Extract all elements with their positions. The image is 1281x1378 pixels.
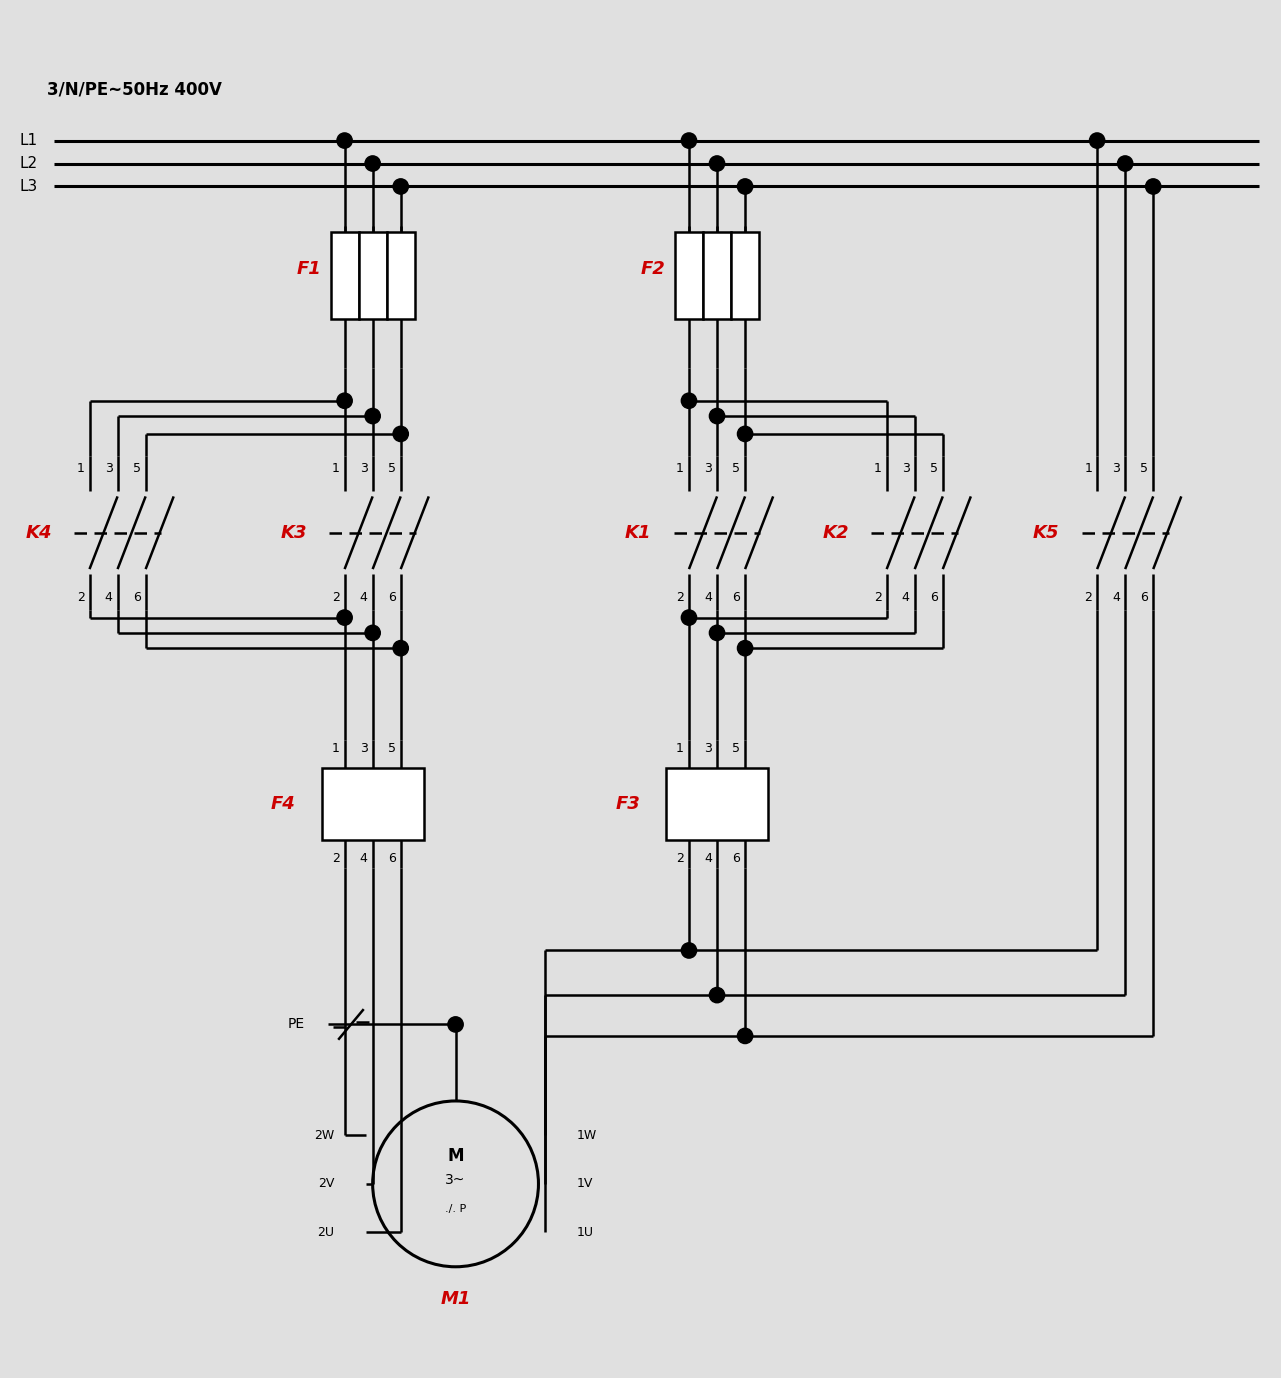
- Bar: [387, 233, 415, 320]
- Text: 5: 5: [930, 462, 938, 475]
- Circle shape: [1145, 179, 1161, 194]
- Text: 3: 3: [105, 462, 113, 475]
- Bar: [359, 233, 387, 320]
- Text: 5: 5: [133, 462, 141, 475]
- Text: 4: 4: [360, 852, 368, 865]
- Text: 5: 5: [388, 743, 396, 755]
- Text: L2: L2: [19, 156, 37, 171]
- Text: 1W: 1W: [576, 1129, 597, 1142]
- Circle shape: [681, 393, 697, 408]
- Circle shape: [681, 132, 697, 149]
- Text: F3: F3: [615, 795, 640, 813]
- Text: 2: 2: [332, 591, 339, 604]
- Text: 2: 2: [676, 852, 684, 865]
- Circle shape: [738, 641, 753, 656]
- Text: 3~: 3~: [446, 1173, 466, 1186]
- Circle shape: [1117, 156, 1132, 171]
- Text: 6: 6: [733, 852, 740, 865]
- Circle shape: [448, 1017, 464, 1032]
- Text: 4: 4: [105, 591, 113, 604]
- Text: 6: 6: [733, 591, 740, 604]
- Text: 4: 4: [360, 591, 368, 604]
- Circle shape: [710, 408, 725, 423]
- Text: 3: 3: [360, 743, 368, 755]
- Text: 2: 2: [77, 591, 85, 604]
- Circle shape: [393, 426, 409, 441]
- Circle shape: [365, 408, 380, 423]
- Text: M1: M1: [441, 1290, 470, 1308]
- Text: 1: 1: [676, 462, 684, 475]
- Circle shape: [365, 626, 380, 641]
- Text: K5: K5: [1032, 524, 1059, 542]
- Bar: [731, 233, 760, 320]
- Text: PE: PE: [288, 1017, 305, 1032]
- Circle shape: [710, 626, 725, 641]
- Text: 4: 4: [902, 591, 910, 604]
- Text: 5: 5: [733, 462, 740, 475]
- Circle shape: [393, 179, 409, 194]
- Text: 1: 1: [77, 462, 85, 475]
- Text: K2: K2: [822, 524, 849, 542]
- Text: 1: 1: [332, 462, 339, 475]
- Text: 3: 3: [902, 462, 910, 475]
- Circle shape: [738, 426, 753, 441]
- Text: 1: 1: [1084, 462, 1093, 475]
- Circle shape: [337, 610, 352, 626]
- Text: 2: 2: [1084, 591, 1093, 604]
- Text: 2V: 2V: [318, 1177, 334, 1191]
- Text: 1V: 1V: [576, 1177, 593, 1191]
- Bar: [675, 233, 703, 320]
- Circle shape: [681, 943, 697, 958]
- Circle shape: [337, 132, 352, 149]
- Text: 5: 5: [388, 462, 396, 475]
- Text: 6: 6: [133, 591, 141, 604]
- Text: 3: 3: [360, 462, 368, 475]
- Text: F2: F2: [640, 260, 666, 278]
- Text: 2: 2: [874, 591, 881, 604]
- Circle shape: [1089, 132, 1104, 149]
- Circle shape: [337, 393, 352, 408]
- Bar: [666, 768, 769, 839]
- Text: 1: 1: [874, 462, 881, 475]
- Text: 5: 5: [733, 743, 740, 755]
- Circle shape: [738, 1028, 753, 1043]
- Text: 2U: 2U: [318, 1226, 334, 1239]
- Text: 6: 6: [930, 591, 938, 604]
- Text: F1: F1: [296, 260, 322, 278]
- Text: 6: 6: [388, 852, 396, 865]
- Text: 3: 3: [705, 743, 712, 755]
- Bar: [703, 233, 731, 320]
- Circle shape: [738, 179, 753, 194]
- Text: ./. P: ./. P: [445, 1204, 466, 1214]
- Text: 6: 6: [388, 591, 396, 604]
- Circle shape: [710, 988, 725, 1003]
- Text: L3: L3: [19, 179, 37, 194]
- Text: K1: K1: [625, 524, 651, 542]
- Text: 3: 3: [1112, 462, 1120, 475]
- Text: L1: L1: [19, 134, 37, 147]
- Text: 3/N/PE~50Hz 400V: 3/N/PE~50Hz 400V: [47, 80, 223, 99]
- Text: 1U: 1U: [576, 1226, 593, 1239]
- Text: 5: 5: [1140, 462, 1148, 475]
- Circle shape: [681, 610, 697, 626]
- Text: 6: 6: [1140, 591, 1148, 604]
- Bar: [330, 233, 359, 320]
- Text: 2W: 2W: [314, 1129, 334, 1142]
- Text: 2: 2: [332, 852, 339, 865]
- Text: 4: 4: [705, 591, 712, 604]
- Text: M: M: [447, 1146, 464, 1164]
- Text: 1: 1: [676, 743, 684, 755]
- Text: 2: 2: [676, 591, 684, 604]
- Text: 3: 3: [705, 462, 712, 475]
- Text: K3: K3: [281, 524, 307, 542]
- Bar: [322, 768, 424, 839]
- Text: 4: 4: [1112, 591, 1120, 604]
- Text: F4: F4: [272, 795, 296, 813]
- Text: K4: K4: [26, 524, 51, 542]
- Text: 4: 4: [705, 852, 712, 865]
- Circle shape: [365, 156, 380, 171]
- Circle shape: [710, 156, 725, 171]
- Text: 1: 1: [332, 743, 339, 755]
- Circle shape: [393, 641, 409, 656]
